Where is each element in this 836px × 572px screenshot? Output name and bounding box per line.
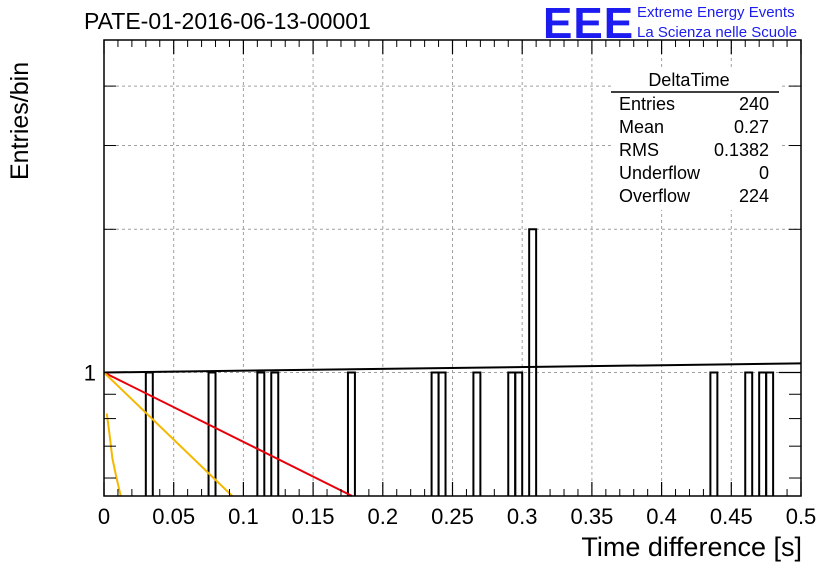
stats-label: Underflow (619, 163, 701, 183)
histogram-bin (709, 371, 719, 496)
y-tick-label: 1 (84, 360, 96, 385)
histogram-bin (270, 371, 280, 496)
x-tick-label: 0.2 (368, 504, 399, 529)
stats-value: 0 (759, 163, 769, 183)
fit-curve (103, 371, 353, 497)
x-tick-label: 0.5 (786, 504, 817, 529)
stats-value: 240 (739, 94, 769, 114)
stats-value: 224 (739, 186, 769, 206)
stats-label: Overflow (619, 186, 691, 206)
histogram-bin (207, 371, 217, 496)
stats-label: Mean (619, 117, 664, 137)
histogram-bin (346, 371, 356, 496)
x-tick-label: 0.3 (507, 504, 538, 529)
stats-box (611, 70, 779, 210)
chart-title: PATE-01-2016-06-13-00001 (84, 8, 371, 34)
histogram-bin (430, 371, 440, 496)
histogram-bin (507, 371, 517, 496)
fit-curve (103, 362, 802, 374)
x-tick-label: 0.1 (228, 504, 259, 529)
stats-label: Entries (619, 94, 675, 114)
stats-value: 0.1382 (714, 140, 769, 160)
histogram-bin (744, 371, 754, 496)
eee-logo: EEE (543, 0, 635, 48)
histogram-bin (758, 371, 768, 496)
x-tick-label: 0.45 (710, 504, 753, 529)
fit-curve (105, 413, 122, 497)
stats-label: RMS (619, 140, 659, 160)
stats-value: 0.27 (734, 117, 769, 137)
logo-line-2: La Scienza nelle Scuole (637, 24, 798, 41)
x-tick-label: 0.25 (431, 504, 474, 529)
histogram-bin (256, 371, 266, 496)
x-tick-label: 0.05 (152, 504, 195, 529)
histogram-bin (437, 371, 447, 496)
histogram-bin (765, 371, 775, 496)
x-axis-label: Time difference [s] (581, 532, 802, 562)
x-tick-label: 0 (98, 504, 110, 529)
histogram-bin (144, 371, 154, 496)
logo-line-1: Extreme Energy Events (637, 4, 795, 21)
histogram-bin (528, 228, 538, 496)
histogram-bin (472, 371, 482, 496)
stats-title: DeltaTime (648, 70, 729, 90)
x-tick-label: 0.35 (570, 504, 613, 529)
fit-curve (103, 371, 233, 497)
x-tick-label: 0.4 (646, 504, 677, 529)
x-tick-label: 0.15 (292, 504, 335, 529)
histogram-bin (514, 371, 524, 496)
